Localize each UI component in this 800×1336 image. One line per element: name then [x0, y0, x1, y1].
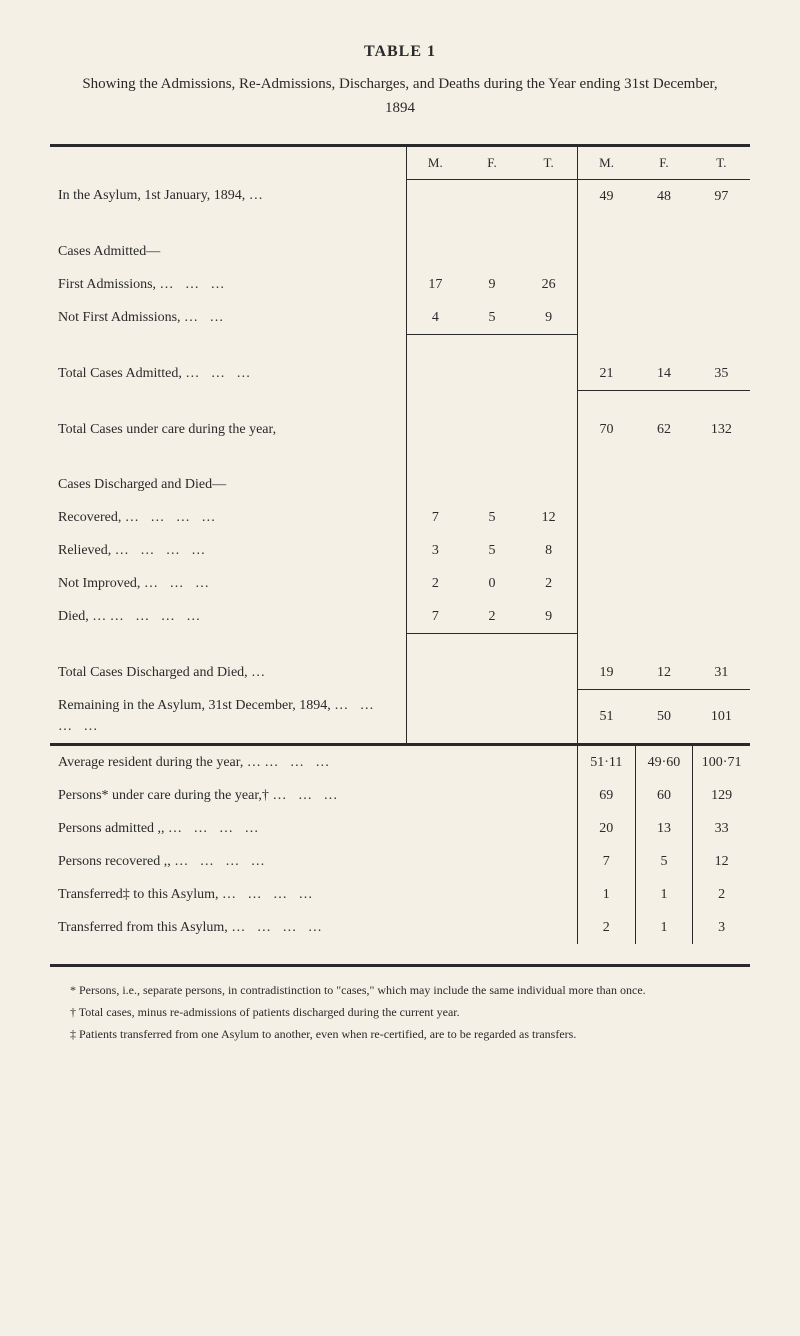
label: Total Cases Discharged and Died, …: [50, 656, 407, 690]
label: Average resident during the year, … … … …: [50, 746, 577, 779]
label: Recovered, … … … …: [50, 501, 407, 534]
col-t2: T.: [693, 147, 750, 179]
bottom-rule: [50, 964, 750, 967]
row-transferred-from: Transferred from this Asylum, … … … … 2 …: [50, 911, 750, 944]
col-f2: F.: [635, 147, 693, 179]
table-label: TABLE 1: [50, 40, 750, 64]
row-total-admitted: Total Cases Admitted, … … … 21 14 35: [50, 357, 750, 391]
row-total-under-care: Total Cases under care during the year, …: [50, 413, 750, 446]
page-title: Showing the Admissions, Re-Admissions, D…: [80, 72, 720, 120]
row-not-improved: Not Improved, … … … 2 0 2: [50, 567, 750, 600]
col-t1: T.: [520, 147, 577, 179]
row-avg-resident: Average resident during the year, … … … …: [50, 746, 750, 779]
footnote-2: † Total cases, minus re-admissions of pa…: [50, 1003, 750, 1021]
row-remaining: Remaining in the Asylum, 31st December, …: [50, 689, 750, 743]
row-persons-recovered: Persons recovered ,, … … … … 7 5 12: [50, 845, 750, 878]
footnote-1: * Persons, i.e., separate persons, in co…: [50, 981, 750, 999]
label: Persons* under care during the year,† … …: [50, 779, 577, 812]
label: Transferred from this Asylum, … … … …: [50, 911, 577, 944]
page: TABLE 1 Showing the Admissions, Re-Admis…: [50, 40, 750, 1043]
main-table: M. F. T. M. F. T. In the Asylum, 1st Jan…: [50, 147, 750, 944]
row-transferred-to: Transferred‡ to this Asylum, … … … … 1 1…: [50, 878, 750, 911]
row-died: Died, … … … … … 7 2 9: [50, 600, 750, 634]
label: Persons recovered ,, … … … …: [50, 845, 577, 878]
row-recovered: Recovered, … … … … 7 5 12: [50, 501, 750, 534]
label: Not Improved, … … …: [50, 567, 407, 600]
col-m2: M.: [577, 147, 635, 179]
label: Persons admitted ,, … … … …: [50, 812, 577, 845]
row-persons-admitted: Persons admitted ,, … … … … 20 13 33: [50, 812, 750, 845]
row-total-disch-died: Total Cases Discharged and Died, … 19 12…: [50, 656, 750, 690]
row-persons-under-care: Persons* under care during the year,† … …: [50, 779, 750, 812]
label: Total Cases under care during the year,: [50, 413, 407, 446]
row-in-asylum: In the Asylum, 1st January, 1894, … 49 4…: [50, 179, 750, 213]
footnote-3: ‡ Patients transferred from one Asylum t…: [50, 1025, 750, 1043]
label: Cases Discharged and Died—: [50, 468, 407, 501]
footnotes: * Persons, i.e., separate persons, in co…: [50, 981, 750, 1043]
label: Transferred‡ to this Asylum, … … … …: [50, 878, 577, 911]
header-row: M. F. T. M. F. T.: [50, 147, 750, 179]
label: Total Cases Admitted, … … …: [50, 357, 407, 391]
label: In the Asylum, 1st January, 1894, …: [50, 179, 407, 213]
col-m1: M.: [407, 147, 464, 179]
label: Remaining in the Asylum, 31st December, …: [50, 689, 407, 743]
label: Died, … … … … …: [50, 600, 407, 634]
label: First Admissions, … … …: [50, 268, 407, 301]
row-not-first-admissions: Not First Admissions, … … 4 5 9: [50, 301, 750, 335]
label: Cases Admitted—: [50, 235, 407, 268]
col-f1: F.: [464, 147, 521, 179]
row-first-admissions: First Admissions, … … … 17 9 26: [50, 268, 750, 301]
label: Relieved, … … … …: [50, 534, 407, 567]
label: Not First Admissions, … …: [50, 301, 407, 335]
row-cases-admitted-hdr: Cases Admitted—: [50, 235, 750, 268]
row-relieved: Relieved, … … … … 3 5 8: [50, 534, 750, 567]
row-cases-disch-hdr: Cases Discharged and Died—: [50, 468, 750, 501]
